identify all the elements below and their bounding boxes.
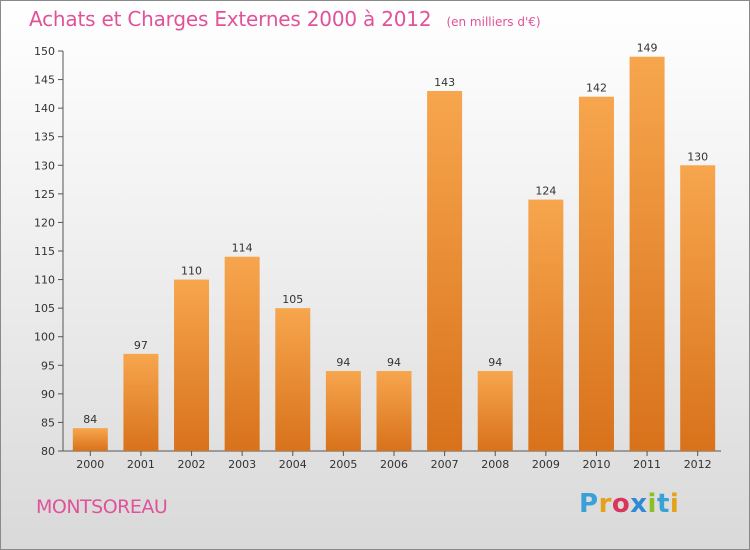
x-tick-label: 2011 [633, 458, 661, 471]
logo-letter: o [611, 489, 631, 519]
y-tick-label: 105 [34, 302, 55, 315]
bar [528, 199, 564, 451]
y-tick-label: 95 [41, 359, 55, 372]
bars-group: 84 97 110 114 105 94 94 143 94 124 142 149 130 [72, 42, 716, 452]
bar-value-label: 142 [586, 82, 607, 95]
bar [427, 91, 463, 451]
x-tick-label: 2006 [380, 458, 408, 471]
y-tick-label: 120 [34, 216, 55, 229]
x-tick-label: 2008 [481, 458, 509, 471]
chart-unit: (en milliers d'€) [446, 15, 541, 29]
y-tick-label: 135 [34, 131, 55, 144]
y-tick-label: 125 [34, 188, 55, 201]
bar [72, 428, 108, 451]
commune-name: MONTSOREAU [36, 496, 168, 518]
y-tick-label: 115 [34, 245, 55, 258]
logo-letter: i [669, 489, 680, 519]
x-tick-label: 2007 [431, 458, 459, 471]
bar-value-label: 97 [134, 339, 148, 352]
y-tick-label: 80 [41, 445, 55, 458]
bar [578, 96, 614, 451]
bar-value-label: 143 [434, 76, 455, 89]
y-tick-label: 140 [34, 102, 55, 115]
bar-value-label: 124 [535, 185, 556, 198]
x-tick-label: 2012 [684, 458, 712, 471]
proxiti-logo: Proxiti [579, 489, 679, 519]
bar [224, 256, 260, 451]
chart-title: Achats et Charges Externes 2000 à 2012 [29, 7, 432, 31]
bar-value-label: 110 [181, 265, 202, 278]
x-tick-label: 2001 [127, 458, 155, 471]
title-row: Achats et Charges Externes 2000 à 2012 (… [29, 7, 541, 31]
bar [325, 371, 361, 451]
y-tick-label: 110 [34, 274, 55, 287]
bar [680, 165, 716, 452]
logo-letter: t [656, 489, 670, 519]
y-tick-label: 145 [34, 74, 55, 87]
bar [477, 371, 513, 451]
bar-value-label: 94 [336, 356, 350, 369]
x-tick-label: 2003 [228, 458, 256, 471]
y-tick-label: 90 [41, 388, 55, 401]
bar-value-label: 94 [488, 356, 502, 369]
x-tick-label: 2004 [279, 458, 307, 471]
bar-value-label: 149 [637, 42, 658, 55]
bar [629, 56, 665, 451]
y-tick-label: 100 [34, 331, 55, 344]
y-tick-label: 85 [41, 416, 55, 429]
bar-value-label: 84 [83, 413, 97, 426]
bar [174, 279, 210, 451]
bar [275, 308, 311, 451]
logo-letter: i [647, 489, 657, 519]
bar [376, 371, 412, 451]
x-tick-label: 2010 [582, 458, 610, 471]
x-tick-label: 2000 [76, 458, 104, 471]
x-tick-label: 2005 [329, 458, 357, 471]
logo-letter: P [579, 489, 599, 519]
bar-value-label: 105 [282, 293, 303, 306]
y-tick-label: 150 [34, 45, 55, 58]
bar-value-label: 114 [232, 242, 253, 255]
bar [123, 353, 159, 451]
logo-letter: x [630, 489, 648, 519]
x-tick-label: 2009 [532, 458, 560, 471]
x-tick-label: 2002 [178, 458, 206, 471]
bar-value-label: 94 [387, 356, 401, 369]
axes: 80 85 90 95 100 105 110 115 120 125 130 135 140 145 15… [34, 45, 721, 471]
y-tick-label: 130 [34, 159, 55, 172]
logo-letter: r [598, 489, 612, 519]
bar-value-label: 130 [687, 150, 708, 163]
